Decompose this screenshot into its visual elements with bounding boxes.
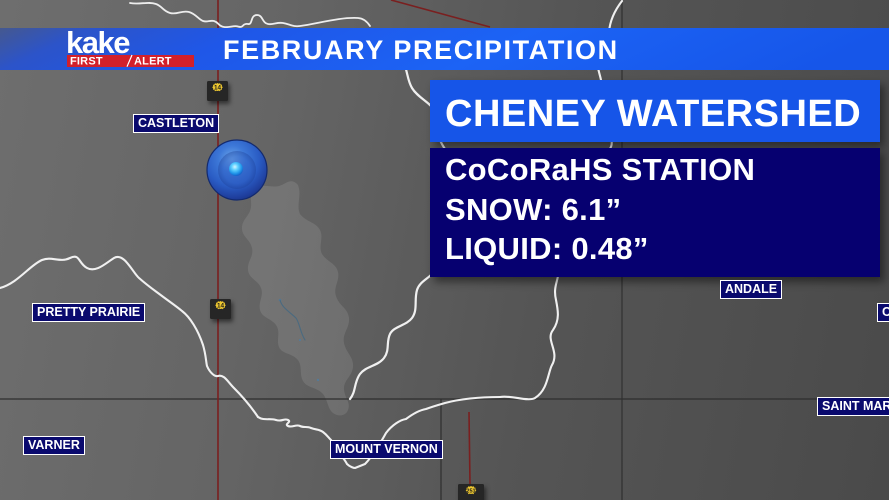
svg-text:251: 251 [466,489,475,495]
svg-text:14: 14 [214,85,222,92]
svg-text:FIRST: FIRST [70,56,103,68]
svg-text:ALERT: ALERT [134,56,172,68]
svg-text:14: 14 [217,303,225,310]
